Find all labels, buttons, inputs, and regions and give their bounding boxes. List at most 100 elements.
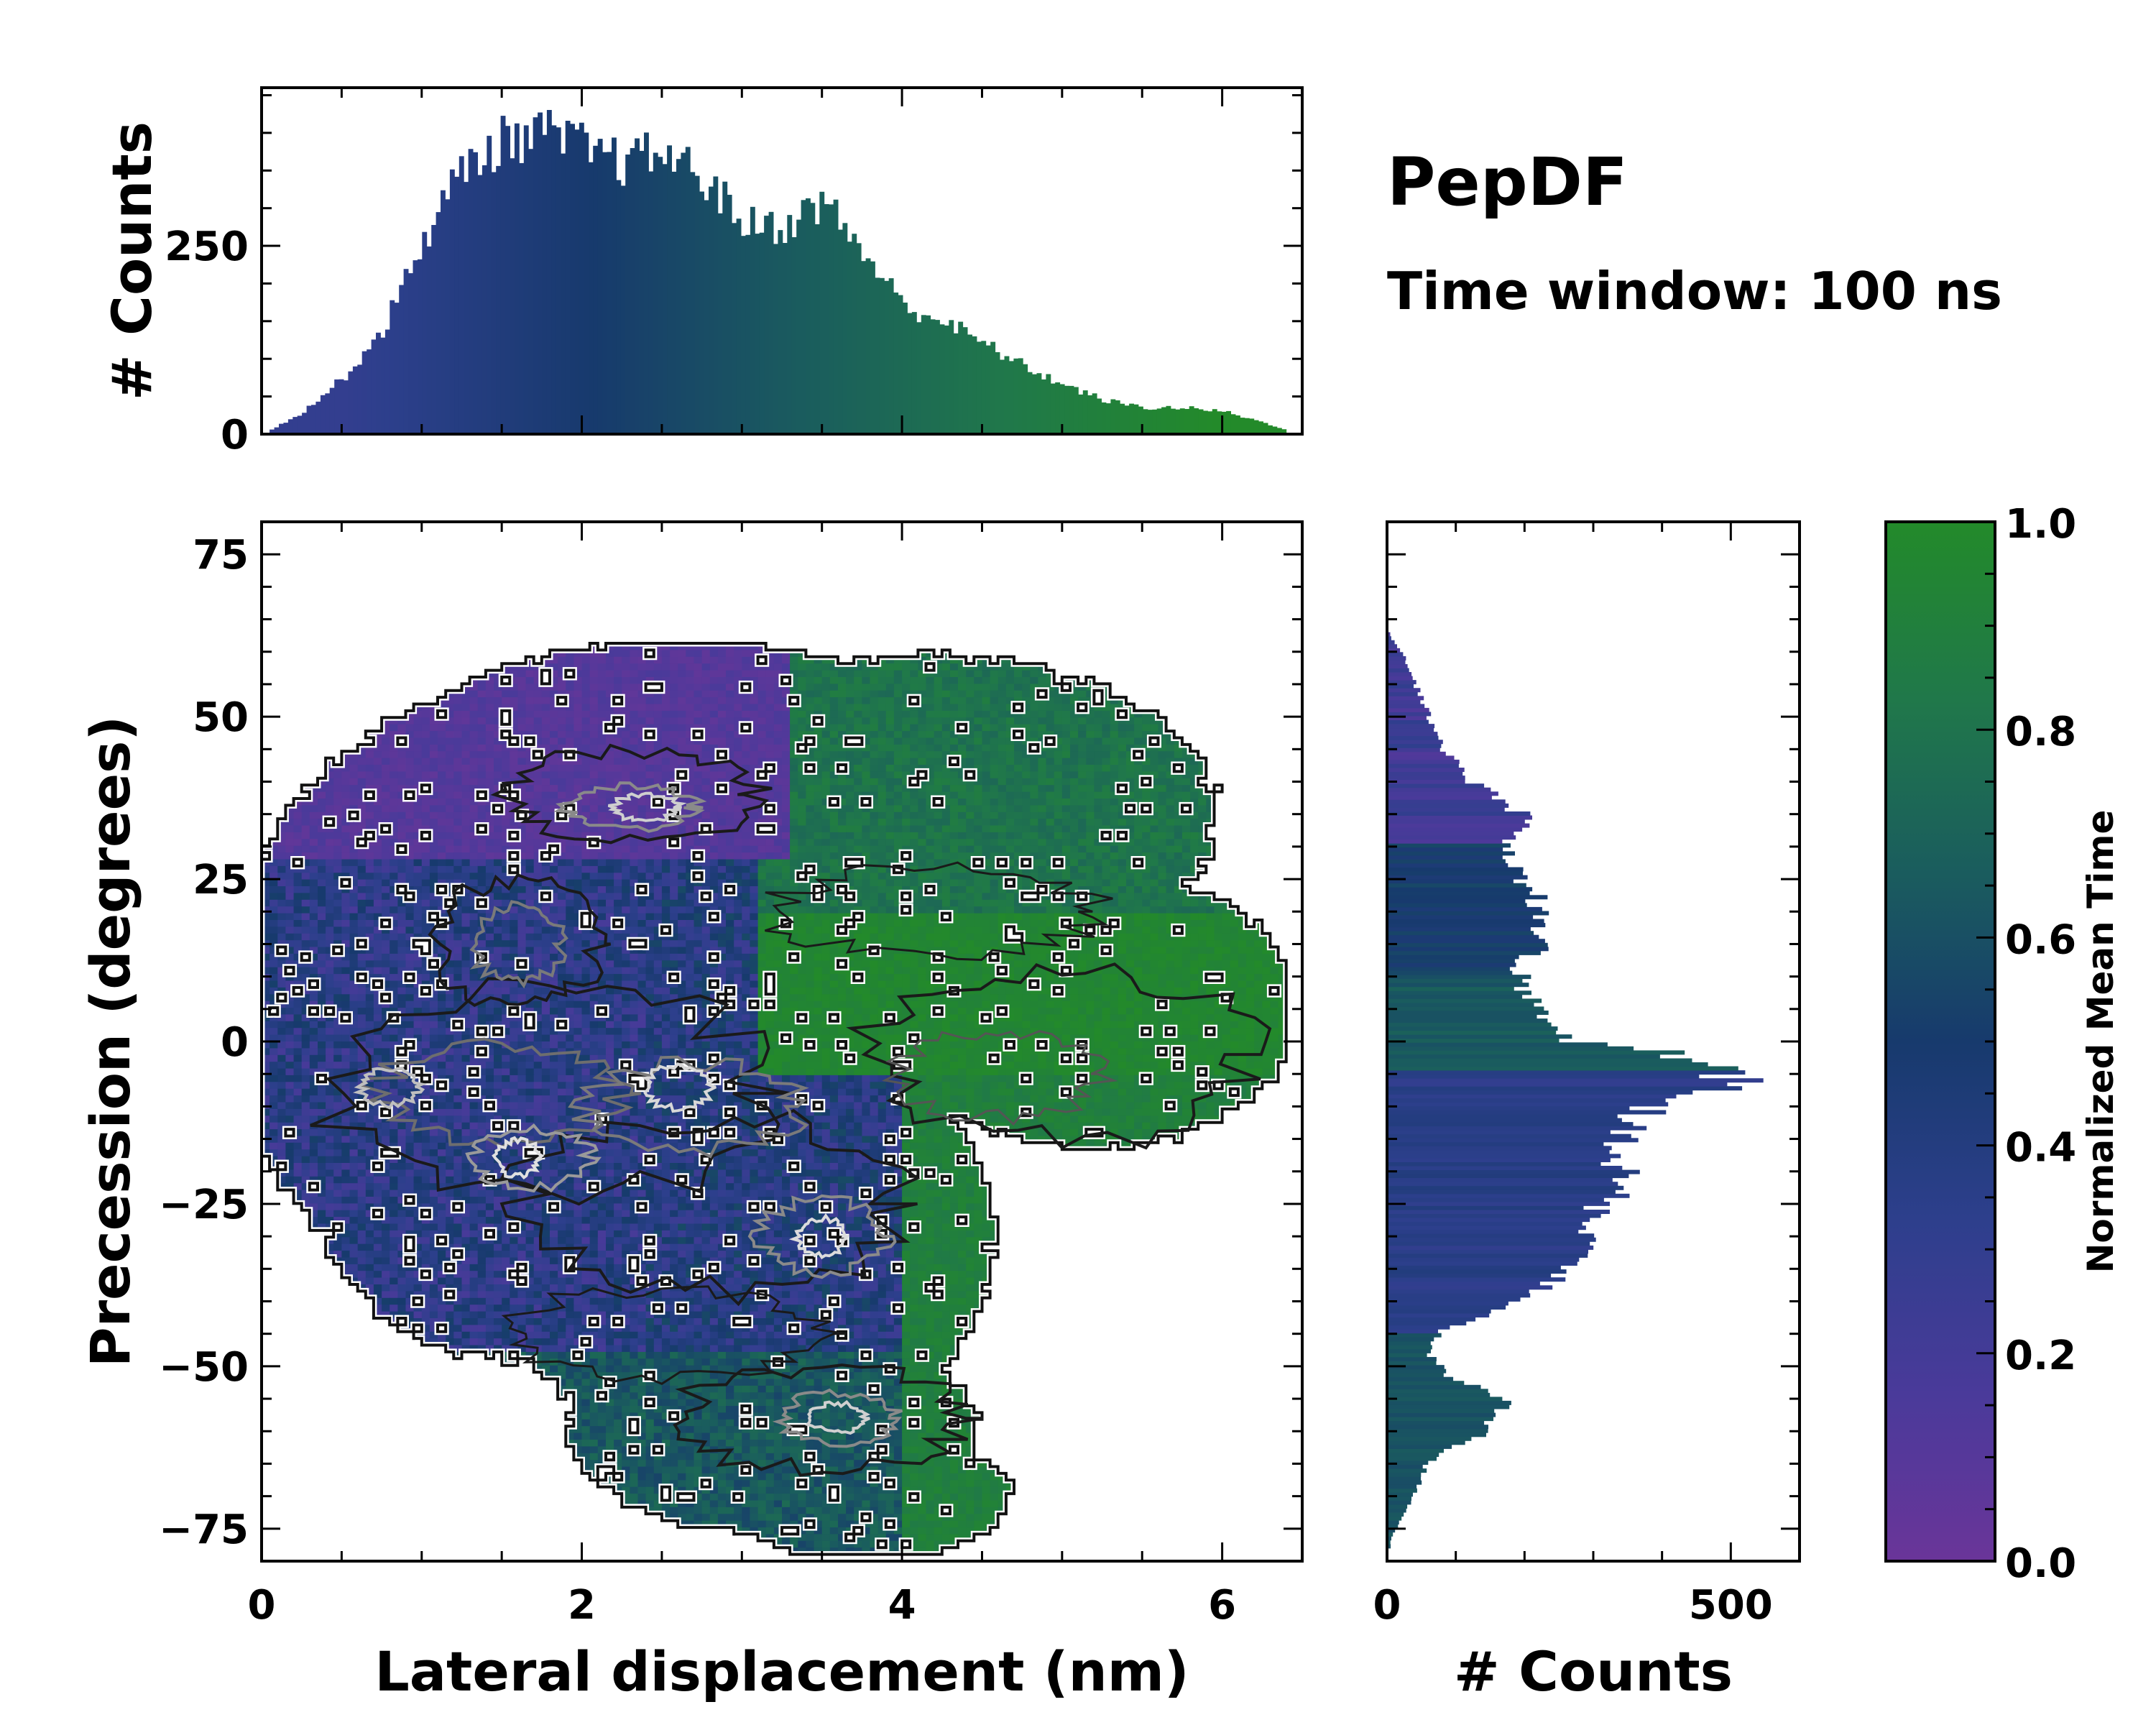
heatmap-cell [734,953,742,961]
heatmap-cell [990,731,999,739]
heatmap-cell [1126,953,1135,961]
heatmap-cell [1158,953,1167,961]
heatmap-cell [966,751,975,759]
heatmap-cell [750,933,759,941]
heatmap-cell [1061,724,1071,732]
heatmap-cell [525,724,535,732]
heatmap-cell [502,920,510,927]
heatmap-cell [1166,913,1175,921]
heatmap-cell [541,879,550,887]
heatmap-cell [782,710,791,718]
heatmap-cell [1206,845,1215,853]
heatmap-cell [670,650,678,658]
heatmap-cell [413,913,423,921]
heatmap-cell [854,873,862,880]
heatmap-cell [309,811,318,819]
heatmap-cell [974,906,982,914]
top-histogram-bar [953,333,959,434]
top-histogram-bar [875,277,880,434]
heatmap-cell [701,697,711,705]
heatmap-cell [349,799,359,806]
heatmap-cell [533,920,543,927]
heatmap-cell [846,717,854,725]
heatmap-cell [893,791,903,799]
heatmap-cell [990,933,999,941]
heatmap-cell [1054,744,1063,752]
heatmap-cell [429,865,438,873]
heatmap-cell [485,852,494,860]
heatmap-cell [902,926,911,934]
heatmap-cell [390,785,398,793]
heatmap-cell [814,899,823,907]
heatmap-cell [678,873,686,880]
heatmap-cell [397,906,407,914]
heatmap-cell [541,704,550,712]
heatmap-cell [726,913,734,921]
heatmap-cell [1150,832,1159,840]
heatmap-cell [606,791,614,799]
heatmap-cell [750,656,759,664]
heatmap-cell [782,785,791,793]
heatmap-cell [1102,778,1111,786]
heatmap-cell [318,906,326,914]
heatmap-cell [686,704,694,712]
heatmap-cell [533,778,543,786]
heatmap-cell [373,839,382,847]
heatmap-cell [438,744,446,752]
heatmap-cell [581,852,591,860]
top-histogram-bar [1129,403,1134,434]
heatmap-cell [1181,771,1191,779]
heatmap-cell [870,785,879,793]
heatmap-cell [798,920,806,927]
heatmap-cell [694,791,703,799]
heatmap-cell [365,758,374,765]
heatmap-cell [429,724,438,732]
heatmap-cell [622,731,630,739]
heatmap-cell [686,690,694,698]
top-histogram-bar [1166,405,1171,434]
top-y-tick-label: 250 [165,224,249,270]
heatmap-cell [606,947,614,954]
heatmap-cell [589,940,599,948]
top-histogram-bar [403,269,409,434]
heatmap-cell [597,670,607,678]
heatmap-cell [365,744,374,752]
heatmap-cell [806,886,815,893]
heatmap-cell [373,819,382,827]
top-histogram-bar [542,134,548,434]
heatmap-cell [405,737,415,745]
heatmap-cell [966,940,975,948]
heatmap-cell [726,650,734,658]
heatmap-cell [670,899,678,907]
heatmap-cell [1070,731,1079,739]
heatmap-cell [821,920,831,927]
heatmap-cell [1014,819,1023,827]
heatmap-cell [750,684,759,691]
heatmap-cell [438,717,446,725]
heatmap-cell [1086,744,1095,752]
heatmap-cell [790,886,798,893]
heatmap-cell [285,845,295,853]
heatmap-cell [413,832,423,840]
heatmap-cell [1022,684,1031,691]
heatmap-cell [829,940,839,948]
heatmap-cell [541,717,550,725]
top-histogram-bar [1171,408,1176,434]
heatmap-cell [1094,751,1103,759]
heatmap-cell [941,839,951,847]
heatmap-cell [902,731,911,739]
heatmap-cell [510,744,518,752]
heatmap-cell [1054,839,1063,847]
heatmap-cell [982,920,991,927]
heatmap-cell [573,886,583,893]
heatmap-cell [533,879,543,887]
heatmap-cell [701,859,711,867]
heatmap-cell [1118,758,1127,765]
heatmap-cell [566,953,574,961]
heatmap-cell [1142,933,1151,941]
heatmap-cell [1166,873,1175,880]
heatmap-cell [566,785,574,793]
heatmap-cell [806,724,815,732]
heatmap-cell [1150,839,1159,847]
heatmap-cell [1110,697,1119,705]
